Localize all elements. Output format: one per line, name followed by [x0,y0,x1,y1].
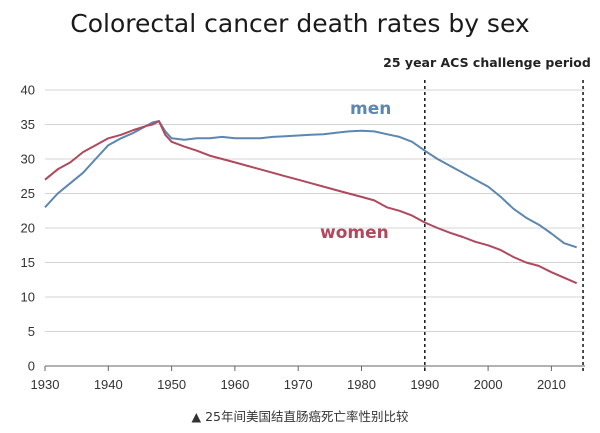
x-tick-label: 1960 [220,377,249,392]
period-markers [423,80,584,372]
y-tick-label: 30 [21,152,35,167]
x-tick-label: 2010 [537,377,566,392]
x-tick-label: 1970 [284,377,313,392]
series-label-men: men [350,99,391,119]
figure-caption: ▲ 25年间美国结直肠癌死亡率性别比较 [191,409,409,424]
y-tick-label: 35 [21,117,35,132]
x-tick-label: 2000 [474,377,503,392]
series-lines [44,120,578,285]
chart-title: Colorectal cancer death rates by sex [70,9,529,38]
y-tick-label: 20 [21,221,35,236]
x-tick-label: 1930 [31,377,60,392]
series-line-women [44,120,578,285]
y-tick-label: 10 [21,290,35,305]
x-tick-label: 1980 [347,377,376,392]
y-axis-ticks: 0 5 10 15 20 25 30 35 40 [21,83,35,374]
y-tick-label: 0 [28,359,35,374]
axes [44,365,585,371]
y-tick-label: 5 [28,324,35,339]
grid [45,89,585,332]
x-axis-ticks: 1930 1940 1950 1960 1970 1980 1990 2000 2010 [31,377,566,392]
y-tick-label: 15 [21,255,35,270]
y-tick-label: 25 [21,186,35,201]
period-annotation: 25 year ACS challenge period [383,55,591,70]
x-tick-label: 1940 [94,377,123,392]
x-tick-label: 1950 [157,377,186,392]
x-tick-label: 1990 [410,377,439,392]
series-line-men [44,120,578,249]
y-tick-label: 40 [21,83,35,98]
colorectal-death-rate-chart: Colorectal cancer death rates by sex 25 … [21,9,591,392]
series-label-women: women [320,223,389,243]
